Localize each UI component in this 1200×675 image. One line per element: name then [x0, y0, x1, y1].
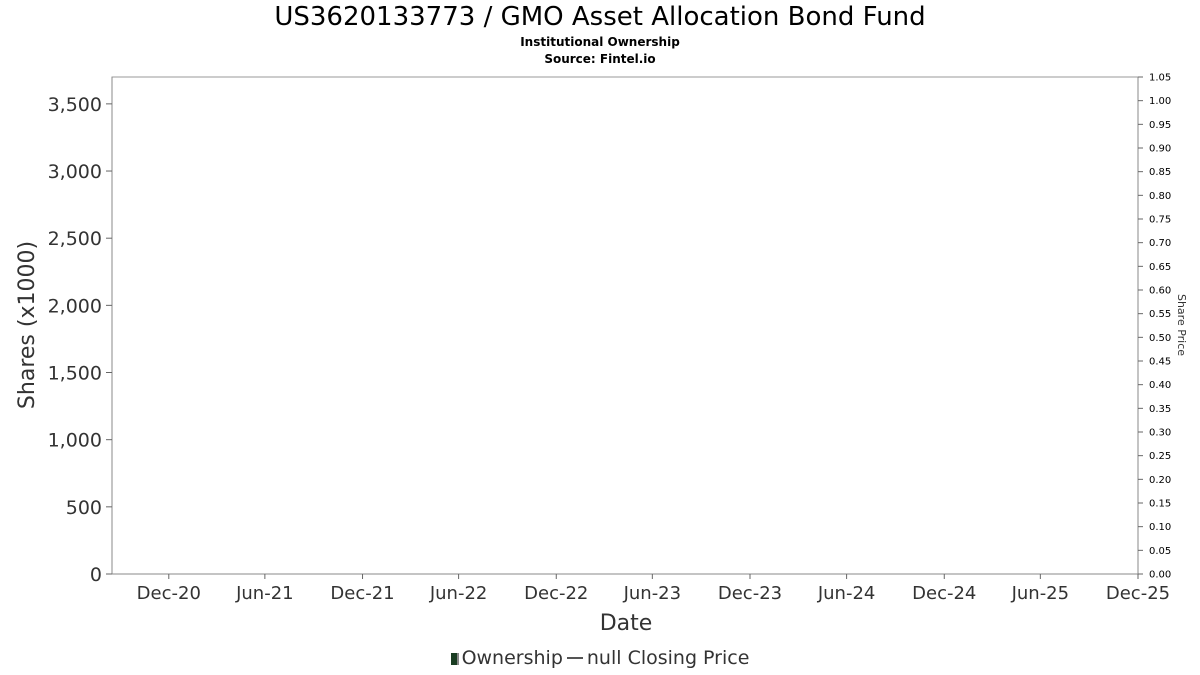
x-tick-label: Jun-22	[429, 583, 488, 604]
y2-tick-label: 0.65	[1149, 262, 1171, 273]
x-axis-label: Date	[600, 611, 653, 636]
y2-tick-label: 0.10	[1149, 522, 1171, 533]
y2-tick-label: 0.30	[1149, 428, 1171, 439]
y-tick-label: 2,000	[48, 295, 102, 317]
y2-tick-label: 0.05	[1149, 546, 1171, 557]
y-tick-label: 1,500	[48, 363, 102, 385]
x-tick-label: Jun-23	[623, 583, 682, 604]
axes	[111, 76, 1139, 575]
ownership-chart: Dec-20 Jun-21 Dec-21 Jun-22 Dec-22 Jun-23 Dec-…	[15, 73, 1188, 637]
x-tick-label: Dec-23	[718, 583, 782, 604]
y2-tick-label: 0.25	[1149, 451, 1171, 462]
chart-title: US3620133773 / GMO Asset Allocation Bond…	[274, 2, 926, 32]
legend: Ownership null Closing Price	[0, 647, 1200, 669]
x-axis-ticks: Dec-20 Jun-21 Dec-21 Jun-22 Dec-22 Jun-23 Dec-…	[137, 574, 1170, 604]
y2-axis-label: Share Price	[1175, 294, 1188, 356]
y2-tick-label: 0.40	[1149, 380, 1171, 391]
y2-tick-label: 0.80	[1149, 191, 1171, 202]
y-axis-label: Shares (x1000)	[15, 241, 40, 409]
y-tick-label: 3,500	[48, 94, 102, 116]
y2-tick-label: 0.85	[1149, 167, 1171, 178]
y2-tick-label: 0.00	[1149, 570, 1171, 581]
y2-tick-label: 0.35	[1149, 404, 1171, 415]
y2-tick-label: 0.75	[1149, 215, 1171, 226]
x-tick-label: Jun-25	[1011, 583, 1070, 604]
y2-tick-label: 0.15	[1149, 499, 1171, 510]
x-tick-label: Dec-22	[524, 583, 588, 604]
y2-tick-label: 0.60	[1149, 286, 1171, 297]
y2-tick-label: 0.45	[1149, 357, 1171, 368]
y-tick-label: 0	[90, 564, 102, 586]
y2-tick-label: 0.95	[1149, 120, 1171, 131]
y-axis-ticks: 0 500 1,000 1,500 2,000 2,500 3,000 3,500	[48, 94, 112, 586]
x-tick-label: Jun-21	[235, 583, 294, 604]
y-tick-label: 3,000	[48, 161, 102, 183]
x-tick-label: Dec-21	[330, 583, 394, 604]
y2-tick-label: 0.20	[1149, 475, 1171, 486]
y2-tick-label: 0.50	[1149, 333, 1171, 344]
y2-tick-label: 0.90	[1149, 144, 1171, 155]
ownership-legend-label: Ownership	[461, 647, 563, 669]
y-tick-label: 500	[66, 497, 102, 519]
ownership-legend-swatch	[450, 653, 459, 665]
y-tick-label: 2,500	[48, 228, 102, 250]
y2-tick-label: 1.05	[1149, 73, 1171, 84]
x-tick-label: Dec-24	[912, 583, 976, 604]
y-tick-label: 1,000	[48, 430, 102, 452]
chart-subtitle: Institutional Ownership	[520, 35, 680, 49]
y2-tick-label: 0.55	[1149, 309, 1171, 320]
y2-axis-ticks: 0.00 0.05 0.10 0.15 0.20 0.25 0.30 0.35 0.40 0.45…	[1138, 73, 1171, 581]
x-tick-label: Dec-25	[1106, 583, 1170, 604]
y2-tick-label: 1.00	[1149, 96, 1171, 107]
x-tick-label: Jun-24	[817, 583, 876, 604]
plot-frame	[111, 76, 1139, 575]
x-tick-label: Dec-20	[137, 583, 201, 604]
chart-source: Source: Fintel.io	[544, 52, 656, 66]
y2-tick-label: 0.70	[1149, 238, 1171, 249]
price-legend-label: null Closing Price	[586, 647, 750, 669]
price-legend-swatch	[566, 657, 583, 659]
